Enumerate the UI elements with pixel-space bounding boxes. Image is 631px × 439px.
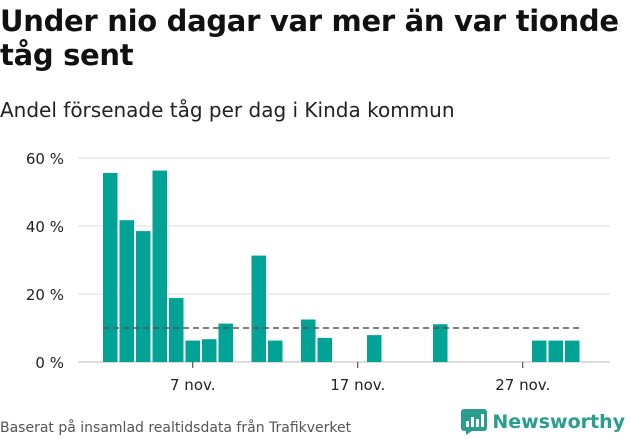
source-note: Baserat på insamlad realtidsdata från Tr… xyxy=(0,420,352,436)
x-tick-label: 7 nov. xyxy=(170,376,215,394)
bar xyxy=(251,255,266,362)
bar xyxy=(268,340,283,362)
bar xyxy=(565,340,580,362)
x-axis: 7 nov. 17 nov. 27 nov. xyxy=(170,362,550,394)
bar xyxy=(301,319,316,362)
bar xyxy=(185,340,200,362)
bar xyxy=(202,339,217,362)
bar xyxy=(548,340,563,362)
y-tick-label: 40 % xyxy=(26,218,64,236)
y-axis: 0 % 20 % 40 % 60 % xyxy=(26,150,64,372)
bar xyxy=(532,340,547,362)
bar xyxy=(169,298,184,362)
bar xyxy=(136,231,151,362)
bar-chart: 0 % 20 % 40 % 60 % 7 nov. 17 nov. 27 nov. xyxy=(26,150,610,394)
bar xyxy=(119,220,134,362)
x-tick-label: 17 nov. xyxy=(330,376,385,394)
y-tick-label: 0 % xyxy=(35,354,64,372)
newsworthy-brand: Newsworthy xyxy=(461,409,625,435)
y-tick-label: 60 % xyxy=(26,150,64,168)
bar xyxy=(317,337,332,362)
bar xyxy=(218,323,233,362)
chart-subtitle: Andel försenade tåg per dag i Kinda komm… xyxy=(0,98,455,122)
y-tick-label: 20 % xyxy=(26,286,64,304)
bar xyxy=(152,170,167,362)
bar xyxy=(433,324,448,362)
bar xyxy=(103,172,118,362)
x-tick-label: 27 nov. xyxy=(495,376,550,394)
newsworthy-logo-icon xyxy=(461,409,488,435)
bar xyxy=(367,335,382,362)
chart-title: Under nio dagar var mer än var tionde tå… xyxy=(0,4,619,72)
brand-name: Newsworthy xyxy=(492,411,625,433)
bars xyxy=(103,170,580,362)
